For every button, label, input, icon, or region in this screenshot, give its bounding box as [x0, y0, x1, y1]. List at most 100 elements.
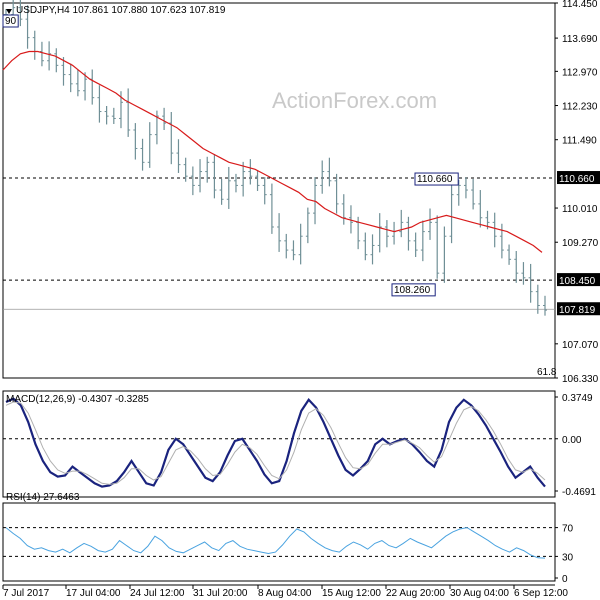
price-bar — [255, 170, 260, 191]
price-level-label: 108.450 — [559, 276, 596, 287]
price-bar — [449, 182, 454, 244]
price-bar — [111, 107, 116, 124]
annotation-110660-box — [414, 172, 459, 186]
time-tick-label: 30 Aug 04:00 — [450, 588, 509, 599]
price-bar — [535, 284, 540, 314]
moving-average-line — [2, 50, 543, 253]
price-bar — [154, 110, 159, 145]
price-bar — [61, 57, 66, 86]
price-bar — [32, 30, 37, 60]
price-bar — [327, 157, 332, 187]
price-tick-label: 112.970 — [562, 67, 598, 78]
price-bar — [233, 173, 238, 193]
price-bar — [262, 177, 267, 205]
macd-tick-label: 0.3749 — [562, 393, 593, 404]
macd-tick-label: 0.00 — [562, 435, 582, 446]
price-bar — [75, 69, 80, 97]
price-bar — [313, 177, 318, 225]
time-tick-label: 6 Sep 12:00 — [514, 588, 568, 599]
price-bar — [435, 215, 440, 279]
collapse-triangle-icon[interactable] — [6, 9, 12, 14]
time-tick-label: 17 Jul 04:00 — [66, 588, 121, 599]
price-bar — [284, 233, 289, 259]
price-bar — [492, 212, 497, 248]
price-bar — [104, 105, 109, 125]
watermark: ActionForex.com — [272, 88, 437, 113]
price-bar — [18, 0, 23, 27]
price-bar — [226, 166, 231, 209]
rsi-line — [5, 527, 546, 559]
price-bar — [140, 138, 145, 171]
price-level-label: 107.819 — [559, 305, 596, 316]
price-level-label-box — [557, 273, 600, 287]
price-bar — [25, 5, 30, 49]
time-tick-label: 31 Jul 20:00 — [193, 588, 248, 599]
price-tick-label: 107.070 — [562, 340, 599, 351]
price-bar — [241, 161, 246, 197]
price-tick-label: 114.450 — [562, 0, 598, 10]
price-bar — [320, 160, 325, 194]
macd-main-line — [5, 397, 546, 488]
annotation-90: 90 — [5, 16, 17, 27]
time-tick-label: 8 Aug 04:00 — [258, 588, 312, 599]
price-bar — [514, 250, 519, 283]
price-tick-label: 113.690 — [562, 34, 598, 45]
macd-panel-frame — [2, 390, 556, 498]
price-bar — [162, 107, 167, 131]
price-bar — [248, 159, 253, 185]
annotation-fib-618: 61.8 — [537, 367, 557, 378]
price-bar — [212, 154, 217, 199]
price-bar — [219, 178, 224, 205]
price-level-label: 110.660 — [559, 174, 595, 185]
annotation-90-box — [2, 14, 19, 28]
rsi-tick-label: 0 — [562, 574, 568, 585]
price-bar — [363, 232, 368, 261]
price-bar — [205, 156, 210, 183]
price-bar — [39, 41, 44, 67]
rsi-title: RSI(14) 27.6463 — [6, 492, 80, 503]
price-bar — [190, 166, 195, 196]
price-bar — [183, 157, 188, 182]
annotation-108260: 108.260 — [394, 285, 431, 296]
price-tick-label: 106.330 — [562, 374, 599, 385]
price-bar — [442, 226, 447, 283]
rsi-panel-frame — [2, 502, 556, 582]
price-panel-frame — [2, 2, 556, 379]
price-bar — [334, 173, 339, 214]
price-bar — [126, 88, 131, 137]
symbol-header: USDJPY,H4 107.861 107.880 107.623 107.81… — [16, 5, 226, 16]
rsi-tick-label: 30 — [562, 552, 574, 563]
price-bar — [298, 223, 303, 265]
macd-title: MACD(12,26,9) -0.4307 -0.3285 — [6, 394, 149, 405]
price-bar — [471, 178, 476, 210]
rsi-tick-label: 70 — [562, 524, 574, 535]
price-bar — [305, 207, 310, 244]
price-bar — [377, 213, 382, 253]
price-bar — [169, 111, 174, 165]
price-level-label-box — [557, 302, 600, 316]
price-bar — [341, 194, 346, 225]
price-tick-label: 111.490 — [562, 136, 597, 147]
price-tick-label: 109.270 — [562, 238, 599, 249]
price-bar — [478, 190, 483, 228]
macd-tick-label: -0.4691 — [562, 487, 596, 498]
price-tick-label: 110.010 — [562, 204, 598, 215]
price-bar — [420, 220, 425, 262]
price-bar — [456, 179, 461, 206]
time-tick-label: 7 Jul 2017 — [3, 588, 50, 599]
price-bar — [384, 220, 389, 248]
price-bar — [97, 85, 102, 123]
time-tick-label: 24 Jul 12:00 — [130, 588, 185, 599]
price-bar — [521, 262, 526, 285]
price-bar — [413, 232, 418, 258]
price-tick-label: 112.230 — [562, 102, 598, 113]
time-tick-label: 15 Aug 12:00 — [322, 588, 381, 599]
price-bar — [370, 234, 375, 265]
price-bar — [499, 223, 504, 259]
annotation-110660: 110.660 — [417, 174, 453, 185]
price-bar — [507, 244, 512, 265]
price-bar — [83, 72, 88, 101]
price-bar — [54, 48, 59, 73]
price-bar — [392, 221, 397, 245]
